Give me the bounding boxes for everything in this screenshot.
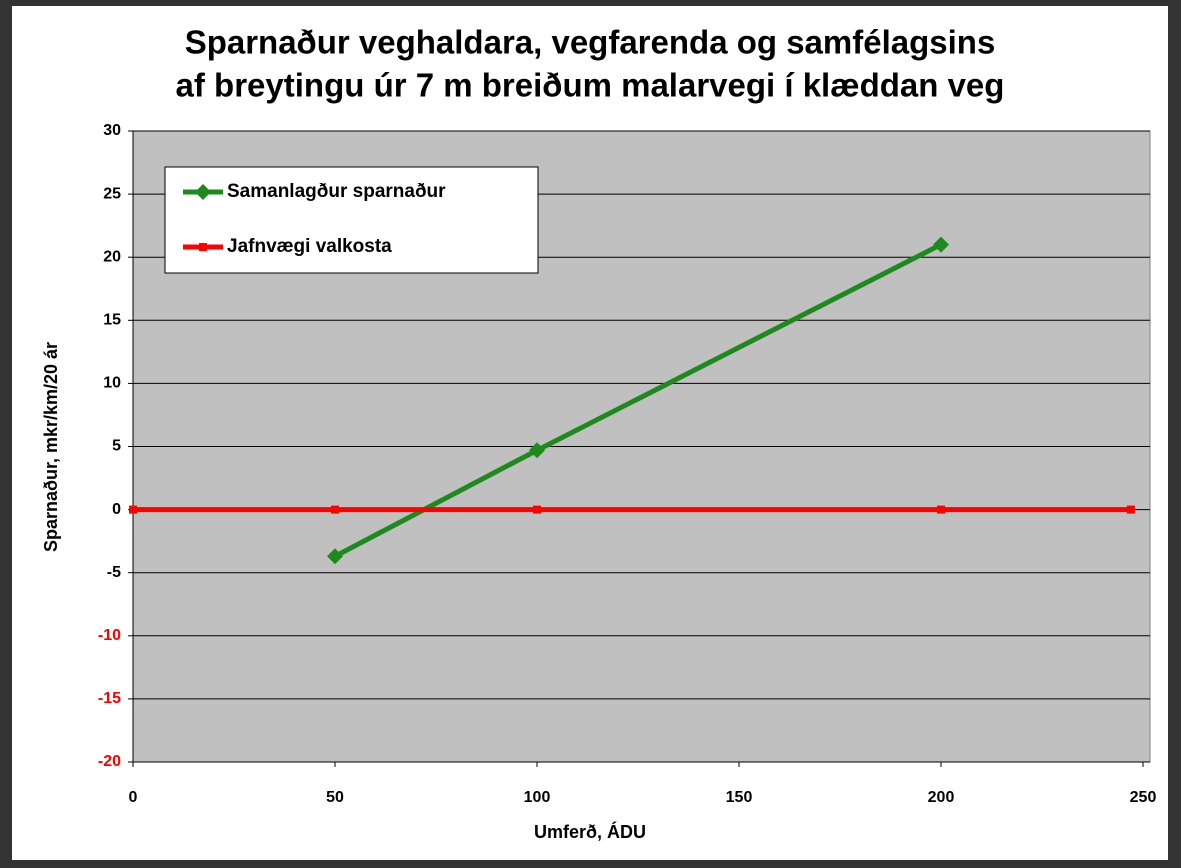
chart-title: Sparnaður veghaldara, vegfarenda og samf…	[185, 24, 996, 61]
legend-label: Samanlagður sparnaður	[227, 181, 446, 202]
x-tick-label: 100	[524, 789, 551, 806]
x-tick-label: 0	[129, 789, 138, 806]
marker	[937, 505, 945, 514]
x-tick-label: 250	[1130, 789, 1157, 806]
x-axis-label: Umferð, ÁDU	[534, 821, 646, 842]
x-tick-label: 50	[326, 789, 344, 806]
y-tick-label: 15	[103, 312, 121, 329]
marker	[1126, 505, 1135, 514]
x-tick-label: 150	[726, 789, 753, 806]
x-tick-label: 200	[928, 789, 955, 806]
legend	[164, 166, 539, 274]
y-tick-label: 0	[112, 501, 121, 518]
marker	[933, 236, 949, 253]
y-axis-label: Sparnaður, mkr/km/20 ár	[41, 342, 61, 552]
y-tick-label: 30	[103, 122, 121, 139]
y-tick-label: -20	[98, 753, 121, 770]
marker	[327, 548, 343, 565]
y-tick-label: 5	[112, 438, 121, 455]
y-tick-label: -10	[98, 627, 121, 644]
y-tick-label: 25	[103, 185, 121, 202]
marker	[533, 505, 541, 514]
y-tick-label: 20	[103, 248, 121, 265]
marker	[331, 505, 339, 514]
marker	[129, 505, 137, 514]
marker	[195, 184, 211, 200]
y-tick-label: -15	[98, 690, 121, 707]
marker	[199, 243, 207, 251]
chart-title: af breytingu úr 7 m breiðum malarvegi í …	[176, 67, 1005, 104]
marker	[529, 442, 545, 459]
y-tick-label: -5	[107, 564, 121, 581]
legend-label: Jafnvægi valkosta	[227, 236, 392, 257]
y-tick-label: 10	[103, 375, 121, 392]
